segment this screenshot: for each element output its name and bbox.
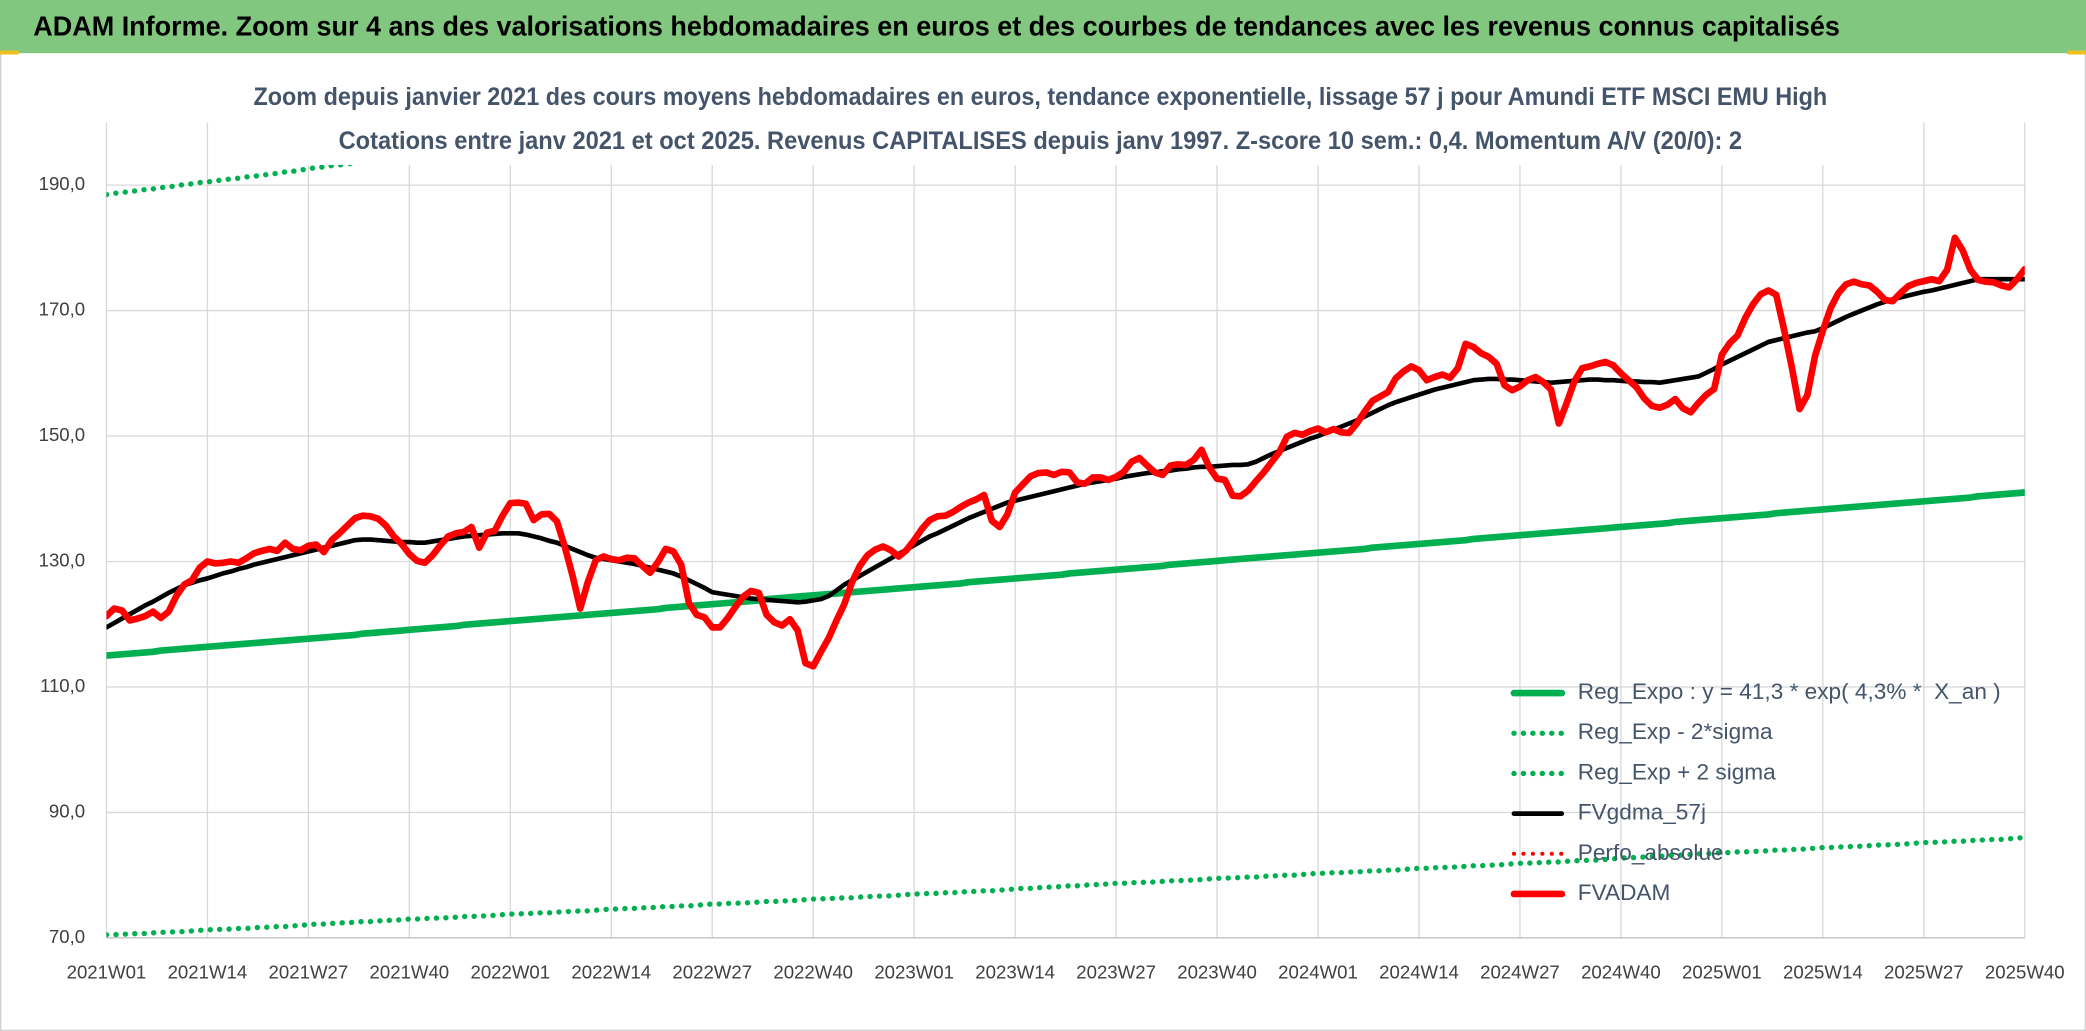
legend-label: Reg_Exp - 2*sigma <box>1578 719 1773 744</box>
x-tick-label: 2022W14 <box>571 962 651 983</box>
y-tick-label: 150,0 <box>39 424 86 445</box>
plot-area <box>106 122 2025 938</box>
x-tick-label: 2022W27 <box>672 962 752 983</box>
legend-label: FVgdma_57j <box>1578 800 1706 825</box>
x-tick-label: 2022W40 <box>773 962 853 983</box>
y-tick-label: 130,0 <box>39 549 86 570</box>
x-tick-label: 2021W14 <box>168 962 248 983</box>
y-tick-label: 110,0 <box>40 675 85 696</box>
legend-label: Perfo_absolue <box>1578 840 1724 865</box>
legend: Reg_Expo : y = 41,3 * exp( 4,3% * X_an )… <box>1510 679 2001 905</box>
x-tick-label: 2024W14 <box>1379 962 1459 983</box>
x-tick-label: 2024W01 <box>1278 962 1358 983</box>
y-tick-label: 70,0 <box>49 926 85 947</box>
x-tick-label: 2021W40 <box>370 962 450 983</box>
title-bar <box>0 0 2086 54</box>
x-tick-label: 2021W27 <box>269 962 349 983</box>
y-tick-label: 90,0 <box>49 800 85 821</box>
x-tick-label: 2023W01 <box>874 962 954 983</box>
y-tick-label: 170,0 <box>39 299 86 320</box>
y-tick-label: 190,0 <box>39 173 86 194</box>
chart-title: ADAM Informe. Zoom sur 4 ans des valoris… <box>33 10 1840 41</box>
legend-label: Reg_Expo : y = 41,3 * exp( 4,3% * X_an ) <box>1578 679 2001 704</box>
corner-accent <box>0 50 19 55</box>
x-tick-label: 2023W27 <box>1076 962 1156 983</box>
legend-label: Reg_Exp + 2 sigma <box>1578 759 1776 784</box>
series-line <box>106 234 2025 670</box>
subtitle: Cotations entre janv 2021 et oct 2025. R… <box>339 127 1742 155</box>
axes: 70,0 90,0 110,0 130,0 150,0 170,0 190,0 2021W01… <box>39 173 2065 983</box>
x-tick-label: 2025W40 <box>1985 962 2065 983</box>
x-tick-label: 2023W40 <box>1177 962 1257 983</box>
series-line <box>106 834 2025 938</box>
x-tick-label: 2024W40 <box>1581 962 1661 983</box>
x-tick-label: 2022W01 <box>470 962 550 983</box>
corner-accent <box>2067 50 2086 55</box>
x-tick-label: 2025W01 <box>1682 962 1762 983</box>
subtitle-backdrop <box>239 77 1836 165</box>
x-tick-label: 2023W14 <box>975 962 1055 983</box>
x-tick-label: 2024W27 <box>1480 962 1560 983</box>
grid <box>105 122 2026 939</box>
legend-label: FVADAM <box>1578 880 1671 905</box>
x-tick-label: 2025W14 <box>1783 962 1863 983</box>
x-tick-label: 2025W27 <box>1884 962 1964 983</box>
series-line <box>106 276 2025 630</box>
x-tick-label: 2021W01 <box>67 962 147 983</box>
series-line <box>106 489 2025 659</box>
subtitle: Zoom depuis janvier 2021 des cours moyen… <box>253 83 1827 111</box>
